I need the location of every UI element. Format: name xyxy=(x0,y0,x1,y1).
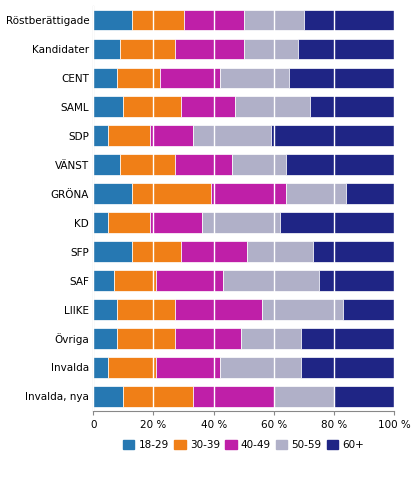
Bar xyxy=(220,68,289,88)
Bar xyxy=(175,328,241,349)
Bar xyxy=(124,386,193,407)
Bar xyxy=(313,241,394,262)
Bar xyxy=(109,212,151,233)
Bar xyxy=(286,154,394,175)
Bar xyxy=(93,328,117,349)
Bar xyxy=(117,299,175,320)
Bar xyxy=(271,125,394,146)
Bar xyxy=(244,10,304,30)
Bar xyxy=(93,299,117,320)
Bar xyxy=(93,241,132,262)
Bar xyxy=(210,183,286,204)
Bar xyxy=(159,68,220,88)
Bar xyxy=(220,357,301,378)
Bar xyxy=(93,154,120,175)
Bar xyxy=(156,357,220,378)
Bar xyxy=(304,10,394,30)
Bar xyxy=(247,241,313,262)
Bar xyxy=(193,386,274,407)
Bar xyxy=(175,154,232,175)
Bar xyxy=(93,125,109,146)
Bar xyxy=(93,68,117,88)
Bar xyxy=(310,96,394,117)
Bar xyxy=(235,96,310,117)
Bar xyxy=(124,96,181,117)
Bar xyxy=(109,125,151,146)
Bar xyxy=(93,96,124,117)
Bar xyxy=(346,183,394,204)
Bar xyxy=(262,299,343,320)
Bar xyxy=(120,39,175,59)
Bar xyxy=(175,299,262,320)
Bar xyxy=(120,154,175,175)
Bar xyxy=(93,183,132,204)
Bar xyxy=(343,299,394,320)
Bar xyxy=(93,212,109,233)
Bar xyxy=(274,386,334,407)
Bar xyxy=(232,154,286,175)
Bar xyxy=(181,241,247,262)
Bar xyxy=(181,96,235,117)
Bar xyxy=(223,270,319,291)
Bar xyxy=(93,386,124,407)
Legend: 18-29, 30-39, 40-49, 50-59, 60+: 18-29, 30-39, 40-49, 50-59, 60+ xyxy=(119,436,369,454)
Bar xyxy=(93,270,114,291)
Bar xyxy=(193,125,271,146)
Bar xyxy=(132,183,210,204)
Bar xyxy=(156,270,223,291)
Bar xyxy=(301,328,394,349)
Bar xyxy=(109,357,156,378)
Bar xyxy=(93,357,109,378)
Bar xyxy=(298,39,394,59)
Bar xyxy=(244,39,298,59)
Bar xyxy=(334,386,394,407)
Bar xyxy=(175,39,244,59)
Bar xyxy=(241,328,301,349)
Bar xyxy=(93,39,120,59)
Bar xyxy=(301,357,394,378)
Bar xyxy=(202,212,280,233)
Bar xyxy=(289,68,394,88)
Bar xyxy=(114,270,156,291)
Bar xyxy=(117,68,159,88)
Bar xyxy=(132,10,183,30)
Bar xyxy=(151,212,202,233)
Bar xyxy=(319,270,394,291)
Bar xyxy=(183,10,244,30)
Bar xyxy=(151,125,193,146)
Bar xyxy=(132,241,181,262)
Bar xyxy=(286,183,346,204)
Bar xyxy=(93,10,132,30)
Bar xyxy=(117,328,175,349)
Bar xyxy=(280,212,394,233)
